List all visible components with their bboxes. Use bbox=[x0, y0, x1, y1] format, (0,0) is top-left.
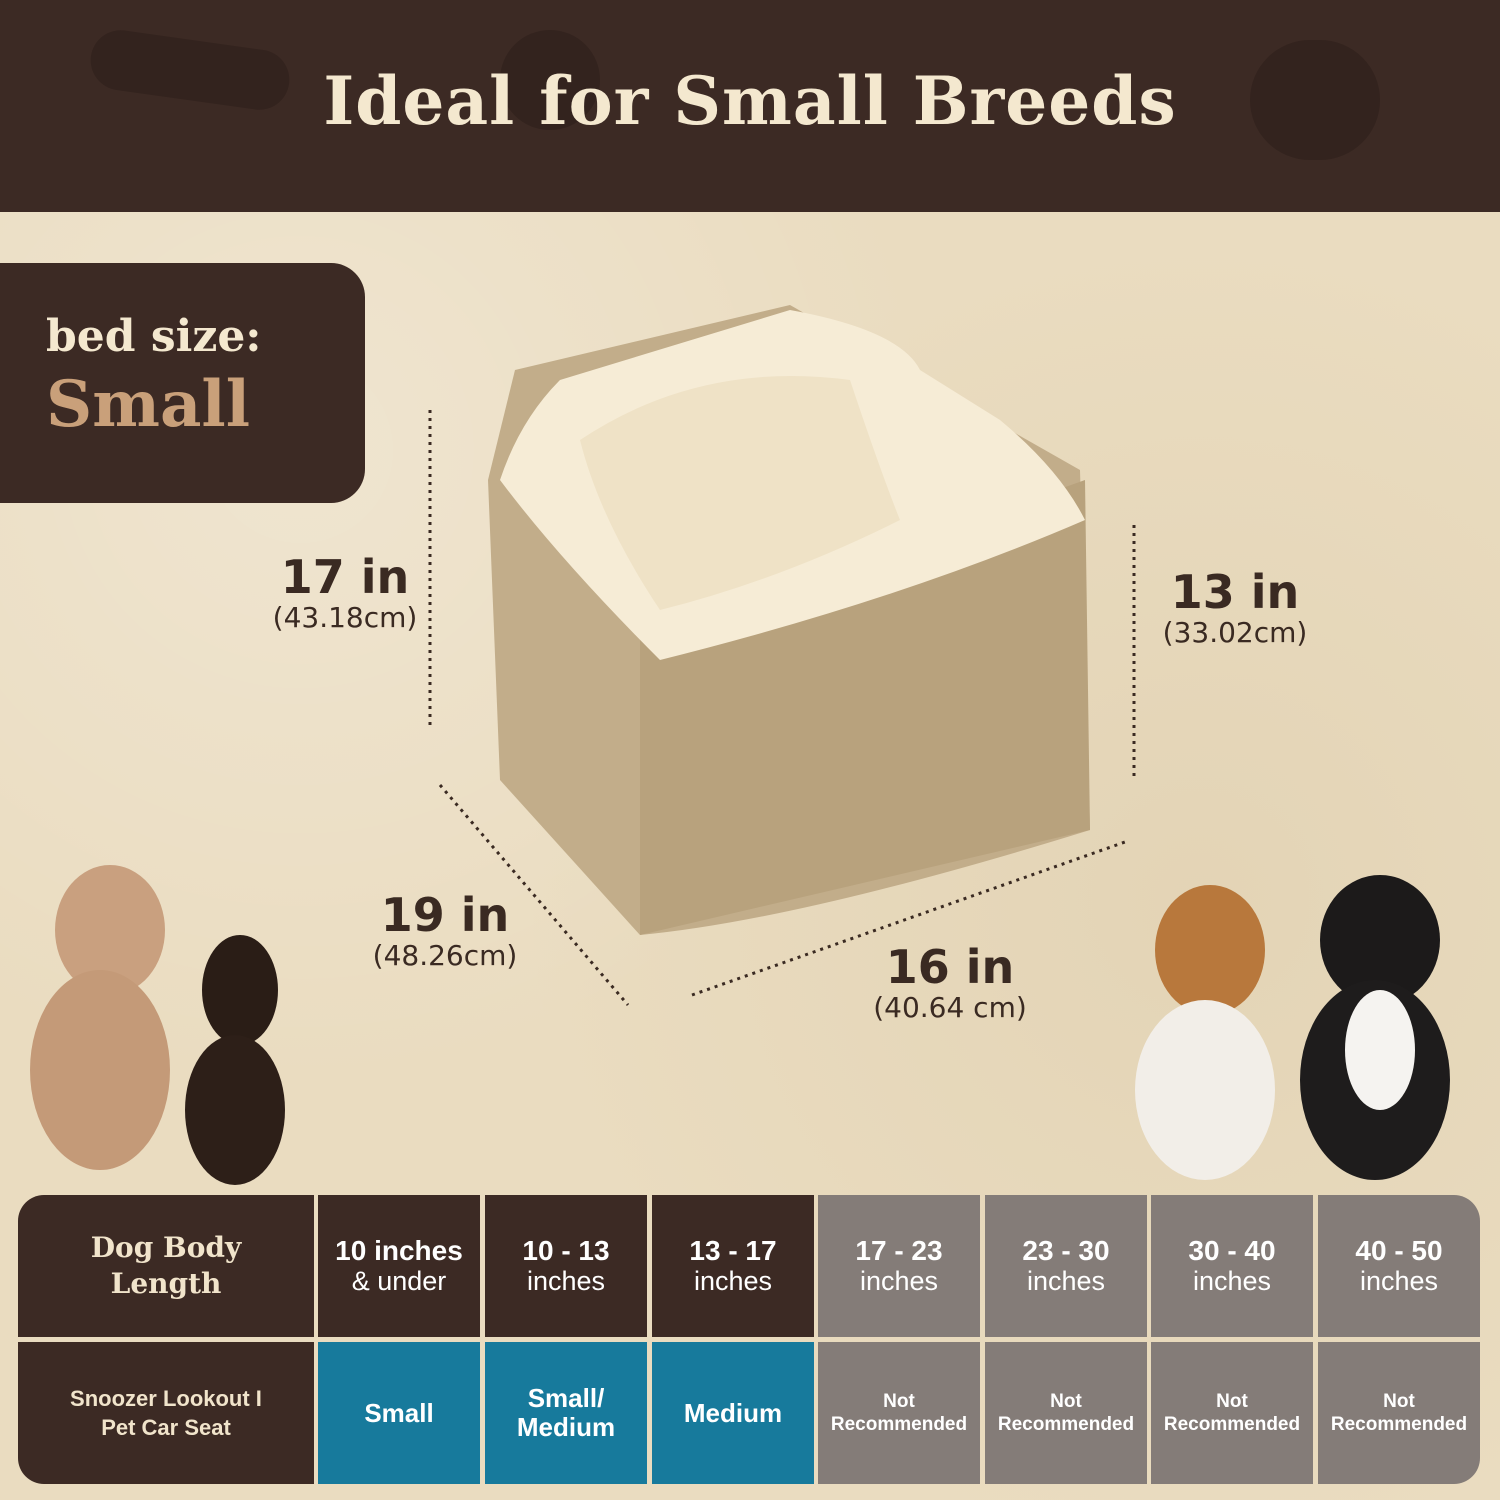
beagle-image bbox=[1135, 885, 1275, 1180]
fit-not: Not bbox=[1216, 1391, 1248, 1412]
length-range: 17 - 23 bbox=[855, 1235, 943, 1266]
fit-cell: Not Recommended bbox=[1318, 1342, 1480, 1484]
length-unit: & under bbox=[351, 1266, 447, 1296]
dimension-cm: (48.26cm) bbox=[372, 939, 518, 972]
length-range: 10 - 13 bbox=[522, 1235, 610, 1266]
dimension-lines bbox=[428, 410, 1136, 1006]
fit-size: Small bbox=[364, 1397, 434, 1428]
length-range: 10 inches bbox=[335, 1235, 463, 1266]
length-header-cell: 17 - 23 inches bbox=[818, 1195, 980, 1337]
length-header-cell: 13 - 17 inches bbox=[652, 1195, 814, 1337]
dimension-width: 16 in (40.64 cm) bbox=[840, 942, 1060, 1024]
dimension-cm: (43.18cm) bbox=[272, 601, 418, 634]
length-unit: inches bbox=[1026, 1266, 1106, 1296]
fit-cell: Medium bbox=[652, 1342, 814, 1484]
paw-icon bbox=[500, 30, 600, 130]
dimension-inches: 19 in bbox=[380, 888, 510, 942]
dimension-height-back: 17 in (43.18cm) bbox=[240, 552, 450, 634]
pinscher-image bbox=[185, 935, 285, 1185]
border-collie-image bbox=[1300, 875, 1450, 1180]
fit-cell: Small bbox=[318, 1342, 480, 1484]
header-banner: Ideal for Small Breeds bbox=[0, 0, 1500, 212]
length-header-cell: 10 - 13 inches bbox=[485, 1195, 647, 1337]
length-unit: inches bbox=[526, 1266, 606, 1296]
length-header-cell: 30 - 40 inches bbox=[1151, 1195, 1313, 1337]
fit-not: Not bbox=[1383, 1391, 1415, 1412]
length-unit: inches bbox=[859, 1266, 939, 1296]
seat-cushion bbox=[580, 376, 900, 610]
dimension-cm: (33.02cm) bbox=[1162, 616, 1308, 649]
dimension-cm: (40.64 cm) bbox=[873, 991, 1027, 1024]
fit-size: Small/ Medium bbox=[516, 1383, 616, 1442]
length-header-cell: 23 - 30 inches bbox=[985, 1195, 1147, 1337]
length-range: 30 - 40 bbox=[1188, 1235, 1276, 1266]
fit-cell: Not Recommended bbox=[1151, 1342, 1313, 1484]
fit-cell: Not Recommended bbox=[818, 1342, 980, 1484]
length-range: 40 - 50 bbox=[1355, 1235, 1443, 1266]
dimension-inches: 17 in bbox=[280, 550, 410, 604]
fit-recommended: Recommended bbox=[1163, 1414, 1301, 1435]
fit-recommended: Recommended bbox=[1330, 1414, 1468, 1435]
fit-size: Medium bbox=[683, 1397, 783, 1428]
fit-recommended: Recommended bbox=[997, 1414, 1135, 1435]
dimension-height-front: 13 in (33.02cm) bbox=[1140, 567, 1330, 649]
bed-size-label: bed size: bbox=[46, 311, 262, 362]
length-header-cell: 10 inches & under bbox=[318, 1195, 480, 1337]
fit-recommended: Recommended bbox=[830, 1414, 968, 1435]
bed-size-badge: bed size: Small bbox=[0, 263, 365, 503]
dimension-depth: 19 in (48.26cm) bbox=[340, 890, 550, 972]
length-unit: inches bbox=[1192, 1266, 1272, 1296]
length-unit: inches bbox=[1359, 1266, 1439, 1296]
fit-cell: Not Recommended bbox=[985, 1342, 1147, 1484]
fit-not: Not bbox=[883, 1391, 915, 1412]
car-seat-front bbox=[640, 480, 1090, 935]
row-header-product: Snoozer Lookout I Pet Car Seat bbox=[18, 1342, 314, 1484]
poodle-image bbox=[30, 865, 170, 1170]
dimension-inches: 16 in bbox=[885, 940, 1015, 994]
dimension-inches: 13 in bbox=[1170, 565, 1300, 619]
size-chart-table: Dog Body Length Snoozer Lookout I Pet Ca… bbox=[18, 1195, 1480, 1484]
fit-cell: Small/ Medium bbox=[485, 1342, 647, 1484]
row-header-text: Snoozer Lookout I Pet Car Seat bbox=[70, 1386, 262, 1440]
row-header-body-length: Dog Body Length bbox=[18, 1195, 314, 1337]
row-header-text: Dog Body Length bbox=[90, 1231, 242, 1300]
length-range: 23 - 30 bbox=[1022, 1235, 1110, 1266]
bed-size-value: Small bbox=[46, 367, 251, 442]
length-range: 13 - 17 bbox=[689, 1235, 777, 1266]
page-title: Ideal for Small Breeds bbox=[323, 62, 1177, 140]
fit-not: Not bbox=[1050, 1391, 1082, 1412]
paw-icon bbox=[1250, 40, 1380, 160]
length-header-cell: 40 - 50 inches bbox=[1318, 1195, 1480, 1337]
length-unit: inches bbox=[693, 1266, 773, 1296]
